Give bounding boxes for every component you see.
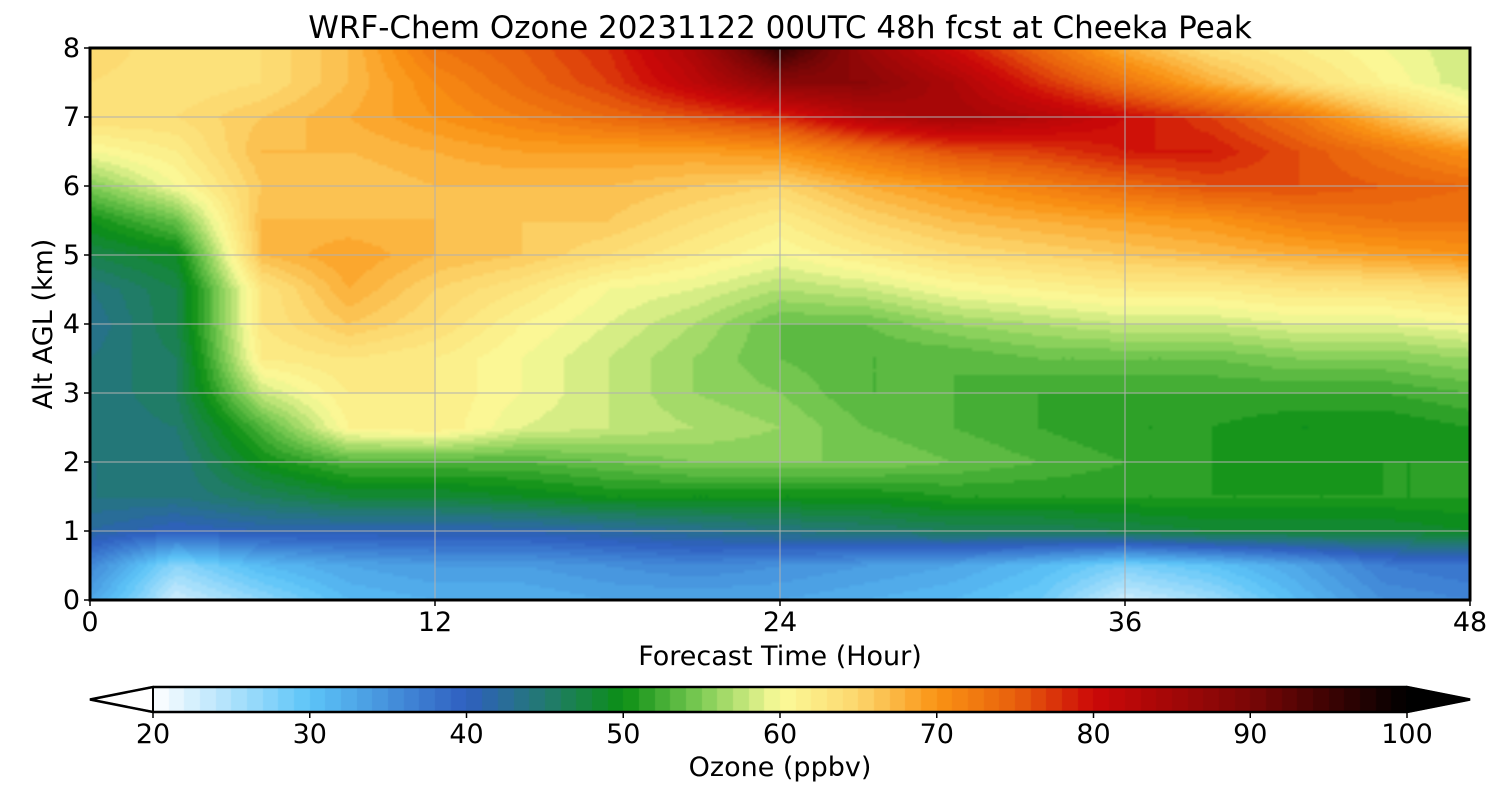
y-tick-label: 6: [63, 171, 80, 202]
x-tick-label: 12: [418, 607, 452, 638]
colorbar-tick-label: 90: [1233, 719, 1267, 750]
colorbar-tick-label: 40: [449, 719, 483, 750]
y-tick-label: 7: [63, 102, 80, 133]
y-tick-label: 4: [63, 309, 80, 340]
colorbar-extend-low: [89, 685, 154, 714]
y-tick-label: 0: [63, 585, 80, 616]
x-tick-label: 48: [1453, 607, 1487, 638]
x-axis-label: Forecast Time (Hour): [638, 641, 922, 672]
colorbar-extend-high: [1406, 685, 1471, 714]
colorbar-tick-label: 50: [606, 719, 640, 750]
colorbar: 20 30 40 50 60 70 80 90 100: [89, 685, 1471, 750]
colorbar-label: Ozone (ppbv): [689, 752, 872, 783]
colorbar-tick-label: 80: [1076, 719, 1110, 750]
y-tick-label: 3: [63, 378, 80, 409]
y-tick-label: 5: [63, 240, 80, 271]
chart-title: WRF-Chem Ozone 20231122 00UTC 48h fcst a…: [308, 10, 1252, 46]
y-tick-label: 8: [63, 33, 80, 64]
colorbar-tick-label: 20: [136, 719, 170, 750]
colorbar-gradient: [153, 687, 1407, 712]
colorbar-tick-label: 70: [920, 719, 954, 750]
y-axis-label: Alt AGL (km): [28, 239, 59, 410]
y-tick-label: 2: [63, 447, 80, 478]
grid-lines: [90, 48, 1470, 600]
x-tick-label: 0: [81, 607, 98, 638]
x-tick-label: 36: [1108, 607, 1142, 638]
y-tick-label: 1: [63, 516, 80, 547]
colorbar-ticks: 20 30 40 50 60 70 80 90 100: [136, 712, 1433, 750]
x-axis-ticks: 0 12 24 36 48: [81, 600, 1487, 638]
colorbar-tick-label: 30: [293, 719, 327, 750]
colorbar-tick-label: 100: [1381, 719, 1433, 750]
x-tick-label: 24: [763, 607, 797, 638]
y-axis-ticks: 0 1 2 3 4 5 6 7 8: [63, 33, 90, 616]
colorbar-tick-label: 60: [763, 719, 797, 750]
